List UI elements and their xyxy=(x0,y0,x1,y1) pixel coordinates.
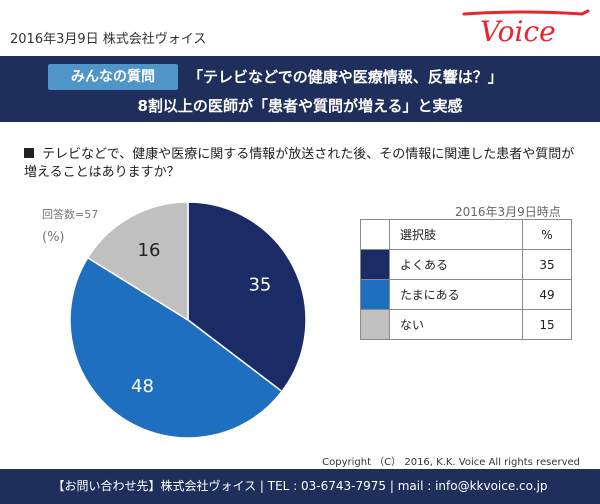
legend-header-swatch xyxy=(360,219,390,250)
legend-swatch xyxy=(360,249,390,280)
copyright: Copyright （C） 2016, K.K. Voice All right… xyxy=(322,457,580,468)
voice-logo: Voice xyxy=(462,9,590,48)
legend-value: 15 xyxy=(522,309,572,340)
legend-label: よくある xyxy=(389,249,523,280)
legend-value: 35 xyxy=(522,249,572,280)
question-tag: みんなの質問 xyxy=(48,64,178,90)
pie-slice xyxy=(187,201,307,393)
logo-text: Voice xyxy=(480,15,556,48)
legend-swatch xyxy=(360,279,390,310)
legend-row: ない 15 xyxy=(360,309,572,340)
date-company: 2016年3月9日 株式会社ヴォイス xyxy=(10,32,207,47)
pie-slice xyxy=(69,256,283,439)
survey-question: テレビなどで、健康や医療に関する情報が放送された後、その情報に関連した患者や質問… xyxy=(24,146,584,182)
as-of-date: 2016年3月9日時点 xyxy=(455,205,561,219)
legend-header-row: 選択肢 % xyxy=(360,219,572,250)
logo-swoosh xyxy=(462,9,590,16)
legend-row: たまにある 49 xyxy=(360,279,572,310)
legend-label: たまにある xyxy=(389,279,523,310)
unit-label: (%) xyxy=(42,230,65,245)
legend-label: ない xyxy=(389,309,523,340)
legend-swatch xyxy=(360,309,390,340)
headline-1: 「テレビなどでの健康や医療情報、反響は？」 xyxy=(188,68,503,86)
legend-value: 49 xyxy=(522,279,572,310)
pie-slice xyxy=(86,201,189,322)
pie-chart: 35 48 16 xyxy=(69,201,307,439)
pie-slice-label: 35 xyxy=(248,274,271,295)
square-bullet-icon xyxy=(24,148,34,158)
pie-slice-label: 48 xyxy=(131,376,154,397)
respondent-count: 回答数=57 xyxy=(42,208,99,221)
headline-2: 8割以上の医師が「患者や質問が増える」と実感 xyxy=(137,97,463,115)
contact-footer: 【お問い合わせ先】株式会社ヴォイス | TEL : 03-6743-7975 |… xyxy=(0,469,600,504)
legend-header-unit: % xyxy=(522,219,572,250)
pie-slice-label: 16 xyxy=(138,240,161,261)
legend-header-label: 選択肢 xyxy=(389,219,523,250)
survey-question-text: テレビなどで、健康や医療に関する情報が放送された後、その情報に関連した患者や質問… xyxy=(24,147,575,180)
legend-row: よくある 35 xyxy=(360,249,572,280)
legend-table: 選択肢 % よくある 35 たまにある 49 ない 15 xyxy=(360,219,572,340)
